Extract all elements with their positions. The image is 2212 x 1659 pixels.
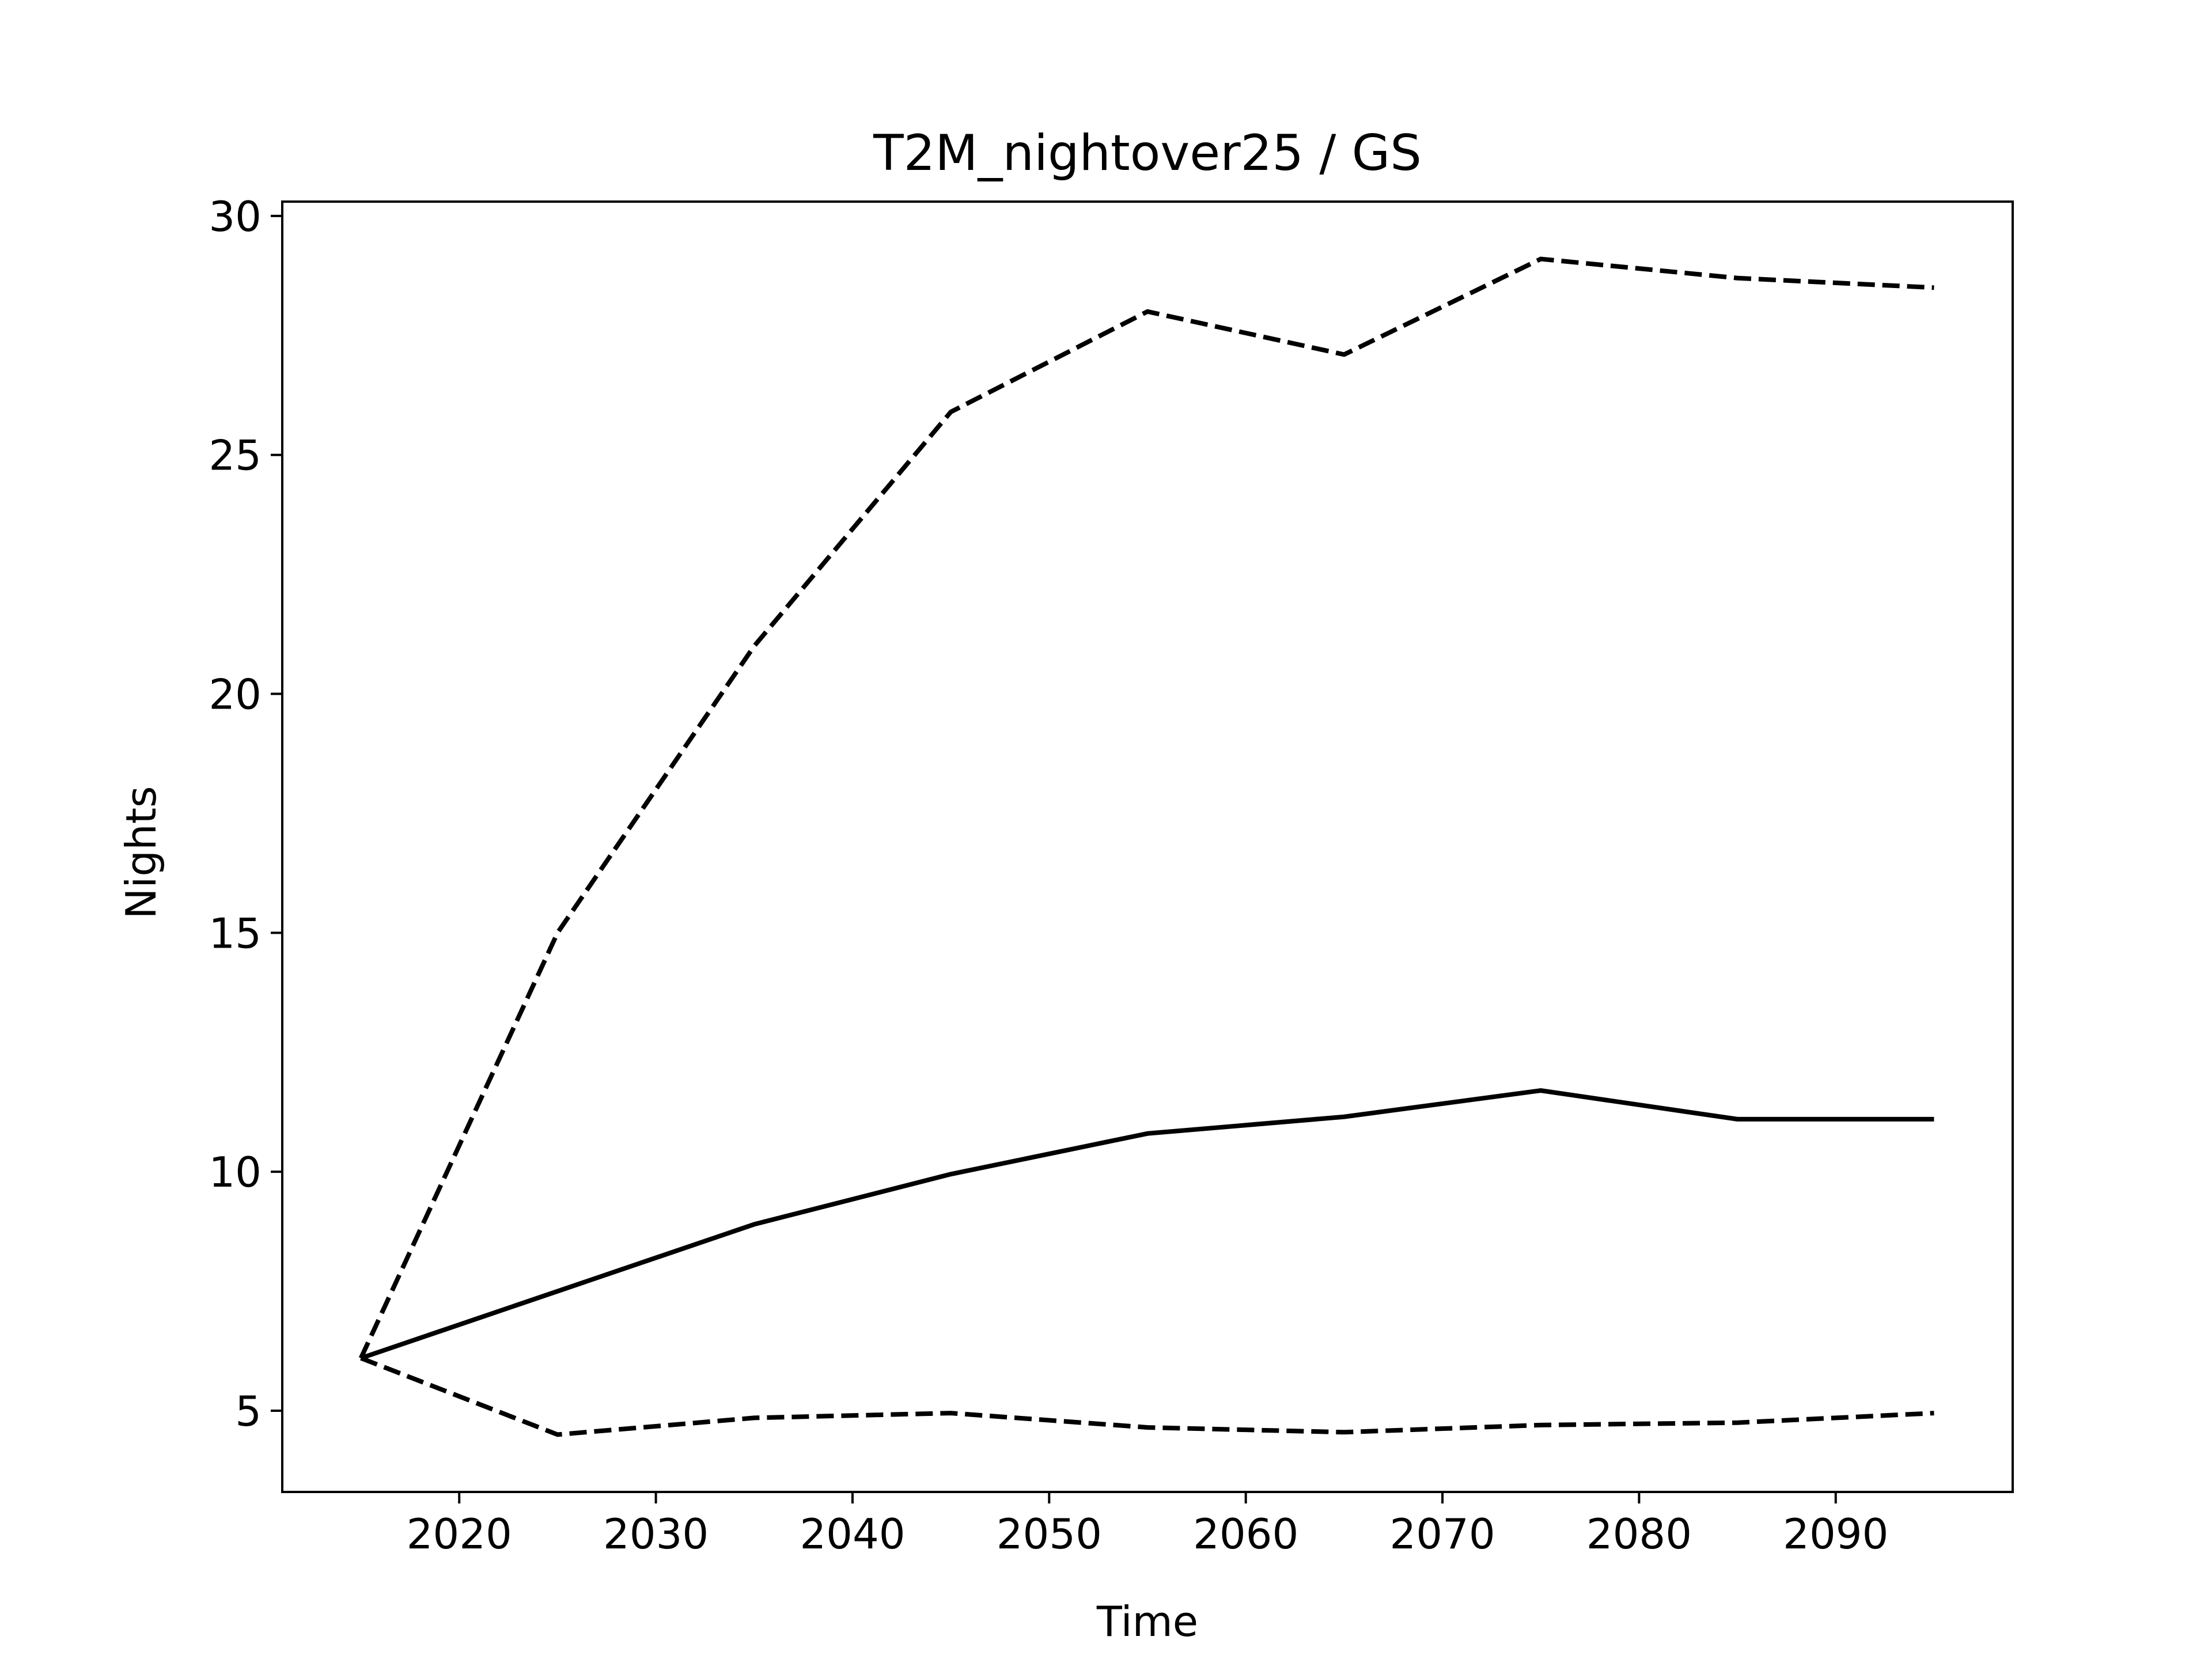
x-tick-label: 2030 — [603, 1510, 709, 1558]
solid-series-line-2 — [360, 1088, 1934, 1361]
x-tick-label: 2020 — [407, 1510, 512, 1558]
y-axis-ticks: 5 10 15 20 25 30 — [209, 192, 282, 1435]
x-axis-ticks: 2020 2030 2040 2050 2060 2070 2080 2090 — [407, 1492, 1888, 1558]
dashed-series-line-3 — [360, 1355, 1934, 1437]
y-tick-label: 5 — [235, 1387, 262, 1435]
y-tick-label: 20 — [209, 671, 262, 719]
y-tick-label: 15 — [209, 909, 262, 957]
dashed-series-line-1 — [358, 256, 1934, 1359]
series-layer — [358, 256, 1934, 1437]
y-tick-label: 10 — [209, 1148, 262, 1196]
x-tick-label: 2090 — [1783, 1510, 1888, 1558]
x-tick-label: 2040 — [800, 1510, 905, 1558]
y-axis-label: Nights — [117, 786, 165, 919]
y-tick-label: 30 — [209, 192, 262, 241]
x-tick-label: 2060 — [1193, 1510, 1298, 1558]
plot-area-frame — [281, 200, 2014, 1493]
x-tick-label: 2080 — [1586, 1510, 1692, 1558]
chart-title: T2M_nightover25 / GS — [873, 124, 1422, 182]
x-tick-label: 2070 — [1389, 1510, 1495, 1558]
x-axis-label: Time — [1096, 1597, 1198, 1646]
y-tick-label: 25 — [209, 431, 262, 480]
x-tick-label: 2050 — [997, 1510, 1102, 1558]
